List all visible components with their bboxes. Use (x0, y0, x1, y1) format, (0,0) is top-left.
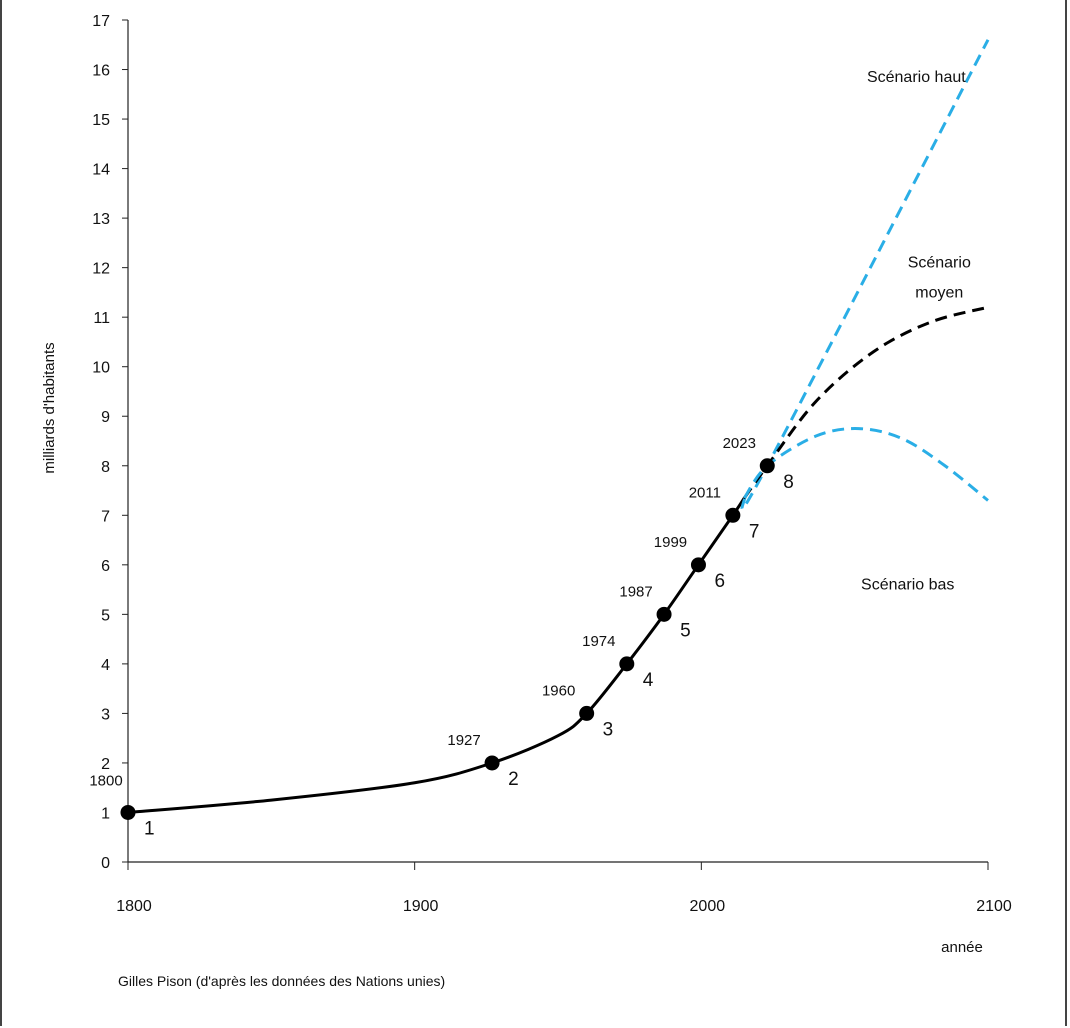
scenario-label: Scénario haut (867, 69, 966, 86)
y-tick-label: 8 (101, 459, 110, 476)
y-tick-label: 10 (92, 360, 110, 377)
x-tick-label: 2100 (976, 898, 1012, 915)
milestone-number: 8 (783, 472, 794, 493)
x-tick-label: 1900 (403, 898, 439, 915)
milestone-dot (579, 705, 595, 721)
milestone-number: 1 (144, 818, 155, 839)
scenario-label: moyen (915, 284, 963, 301)
x-tick-label: 2000 (690, 898, 726, 915)
milestone-year: 2011 (689, 484, 721, 501)
source-credit: Gilles Pison (d'après les données des Na… (118, 973, 445, 989)
milestone-dot (690, 557, 706, 573)
x-tick-label: 1800 (116, 898, 152, 915)
chart-labels: milliards d'habitants année Gilles Pison (… (41, 69, 983, 989)
milestone-dot (619, 656, 635, 672)
y-tick-label: 16 (92, 63, 110, 80)
y-tick-label: 11 (93, 310, 110, 327)
milestone-number: 4 (643, 670, 654, 691)
milestone-dot (725, 507, 741, 523)
milestone-year: 1927 (447, 732, 480, 749)
y-axis-title: milliards d'habitants (41, 342, 58, 473)
series-sc-nario-moyen-line (743, 305, 989, 499)
scenario-label: Scénario (908, 255, 971, 272)
milestone-year: 2023 (723, 435, 756, 452)
y-tick-label: 3 (101, 706, 110, 723)
milestone-number: 2 (508, 769, 519, 790)
milestone-dot (656, 606, 672, 622)
x-axis-title: année (941, 939, 983, 956)
y-tick-label: 13 (92, 211, 110, 228)
milestone-dot (759, 458, 775, 474)
series-sc-nario-bas-line (743, 427, 989, 502)
milestone-number: 6 (714, 571, 725, 592)
y-tick-label: 17 (92, 13, 110, 30)
milestone-dot (120, 804, 136, 820)
milestone-year: 1960 (542, 682, 575, 699)
milestone-year: 1800 (89, 772, 122, 789)
y-tick-label: 2 (101, 756, 110, 773)
milestone-year: 1987 (619, 583, 652, 600)
milestone-number: 3 (603, 719, 614, 740)
y-tick-label: 4 (101, 657, 110, 674)
milestone-dot (484, 755, 500, 771)
scenario-label: Scénario bas (861, 577, 954, 594)
series-sc-nario-haut-line (740, 39, 990, 511)
y-tick-label: 9 (101, 409, 110, 426)
y-tick-label: 15 (92, 112, 110, 129)
y-tick-label: 12 (92, 261, 110, 278)
milestone-number: 7 (749, 521, 760, 542)
milestone-year: 1974 (582, 633, 615, 650)
y-tick-label: 5 (101, 607, 110, 624)
y-tick-label: 14 (92, 162, 110, 179)
y-tick-label: 0 (101, 855, 110, 872)
y-tick-label: 7 (101, 508, 110, 525)
milestone-number: 5 (680, 620, 691, 641)
y-tick-label: 6 (101, 558, 110, 575)
y-tick-label: 1 (101, 805, 110, 822)
milestone-year: 1999 (654, 534, 687, 551)
series-historical-line (127, 497, 746, 814)
